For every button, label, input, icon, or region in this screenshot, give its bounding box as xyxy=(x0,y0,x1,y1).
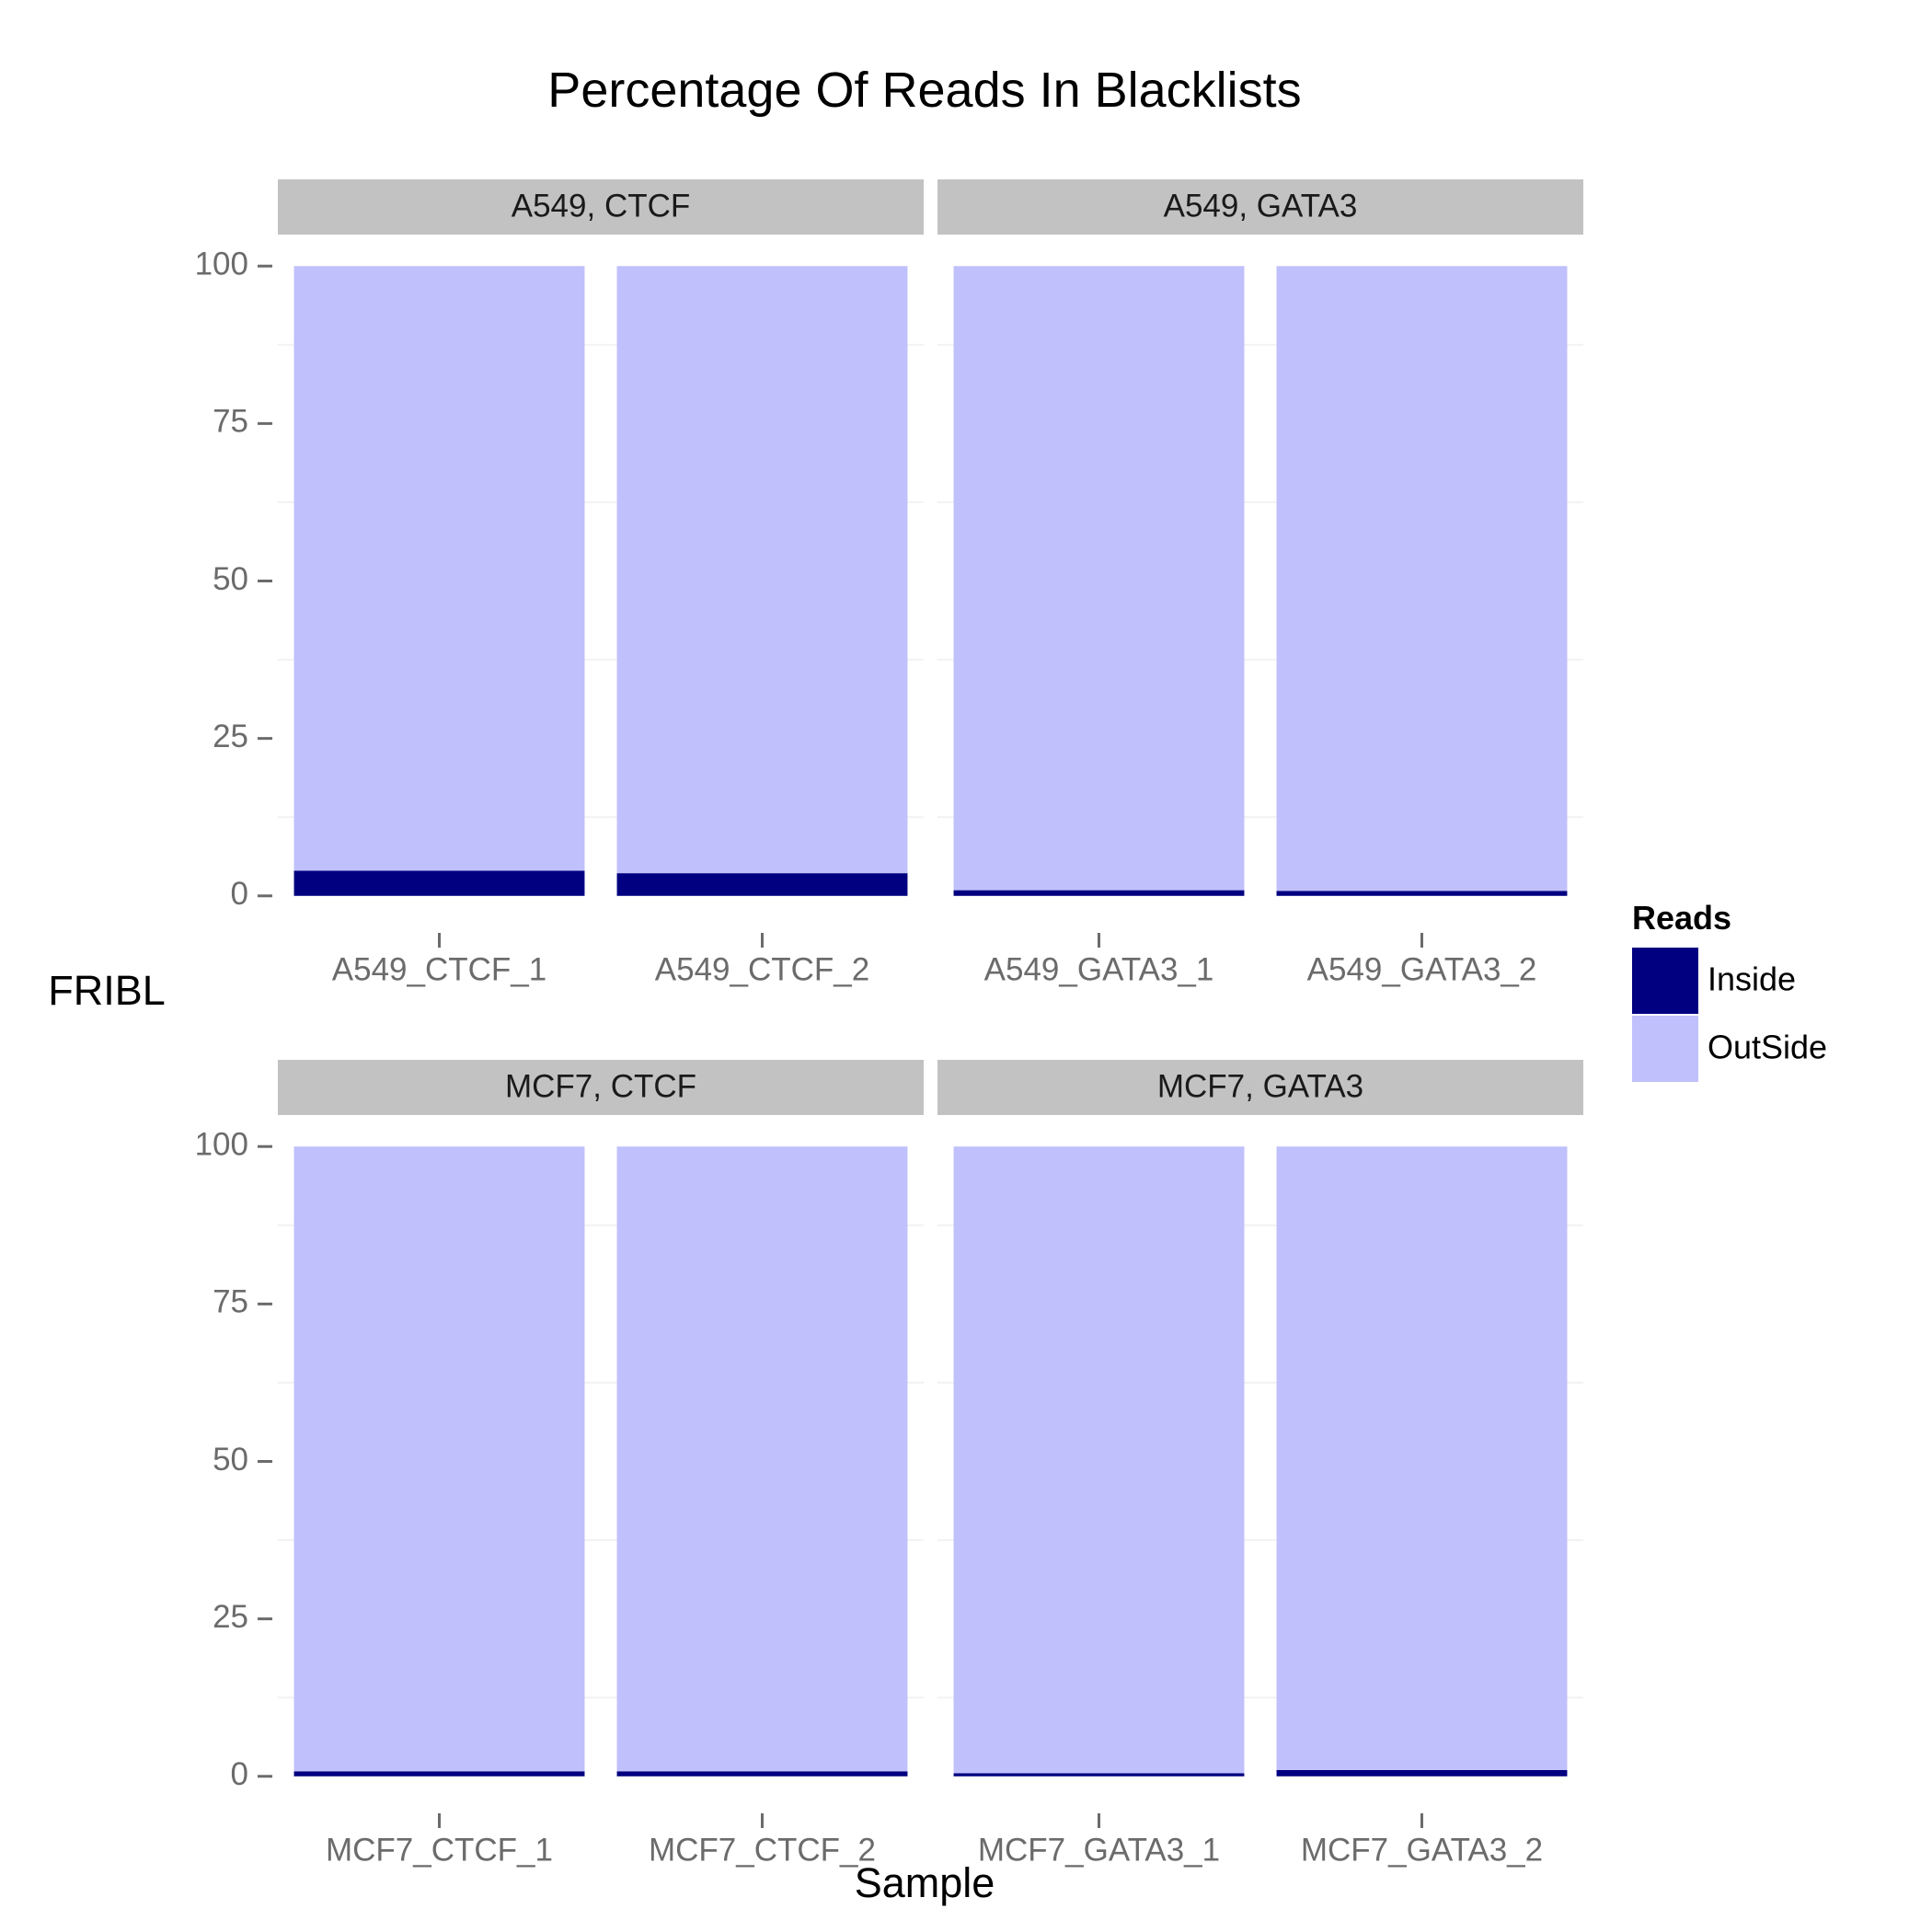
bar-a549-ctcf-1-inside xyxy=(293,870,585,896)
strip-label-a549-gata3: A549, GATA3 xyxy=(1164,188,1358,224)
strip-mcf7-gata3 xyxy=(937,1060,1583,1115)
y-tick-label: 50 xyxy=(213,1442,248,1478)
panel-a549-ctcf: A549, CTCF 0 25 50 75 100 A549_CTCF_1 A549_CTCF… xyxy=(195,179,924,987)
bar-mcf7-ctcf-1-inside xyxy=(293,1771,585,1777)
bar-a549-gata3-1-outside xyxy=(953,266,1245,891)
panel-mcf7-ctcf: MCF7, CTCF 0 25 50 75 100 MCF7_CTCF_1 MCF7_CTCF… xyxy=(195,1060,924,1868)
x-tick-label-a549-ctcf-1: A549_CTCF_1 xyxy=(332,951,546,987)
legend-label-inside: Inside xyxy=(1708,960,1796,998)
legend-key-outside xyxy=(1632,1016,1698,1082)
bar-mcf7-ctcf-2-inside xyxy=(616,1771,908,1777)
facet-panels: A549, CTCF 0 25 50 75 100 A549_CTCF_1 A549_CTCF… xyxy=(195,179,1583,1868)
y-tick-label: 100 xyxy=(195,246,248,282)
bar-mcf7-gata3-2-inside xyxy=(1276,1769,1568,1777)
y-tick-label: 50 xyxy=(213,561,248,597)
y-tick-label: 75 xyxy=(213,404,248,440)
legend-title: Reads xyxy=(1632,899,1731,937)
bar-a549-ctcf-2-outside xyxy=(616,266,908,874)
bar-a549-gata3-2-inside xyxy=(1276,891,1568,896)
y-tick-label: 75 xyxy=(213,1284,248,1320)
legend-key-inside xyxy=(1632,948,1698,1014)
bar-mcf7-ctcf-1-outside xyxy=(293,1146,585,1772)
bar-mcf7-ctcf-2-outside xyxy=(616,1146,908,1772)
x-tick-label-mcf7-gata3-1: MCF7_GATA3_1 xyxy=(978,1832,1220,1868)
strip-a549-gata3 xyxy=(937,179,1583,235)
bar-a549-ctcf-1-outside xyxy=(293,266,585,871)
chart-title: Percentage Of Reads In Blacklists xyxy=(547,63,1301,118)
bar-a549-gata3-1-inside xyxy=(953,890,1245,896)
panel-a549-gata3: A549, GATA3 A549_GATA3_1 A549_GATA3_2 xyxy=(937,179,1583,987)
y-tick-label: 25 xyxy=(213,719,248,754)
y-tick-label: 25 xyxy=(213,1599,248,1635)
panel-mcf7-gata3: MCF7, GATA3 MCF7_GATA3_1 MCF7_GATA3_2 xyxy=(937,1060,1583,1868)
bar-mcf7-gata3-1-inside xyxy=(953,1773,1245,1777)
strip-a549-ctcf xyxy=(278,179,924,235)
bar-a549-gata3-2-outside xyxy=(1276,266,1568,891)
bar-mcf7-gata3-2-outside xyxy=(1276,1146,1568,1770)
y-axis-title: FRIBL xyxy=(48,967,166,1014)
bar-mcf7-gata3-1-outside xyxy=(953,1146,1245,1774)
y-tick-label: 0 xyxy=(231,876,248,912)
x-tick-label-mcf7-ctcf-1: MCF7_CTCF_1 xyxy=(326,1832,553,1868)
legend: Reads Inside OutSide xyxy=(1632,899,1827,1082)
y-tick-label: 100 xyxy=(195,1126,248,1162)
x-tick-label-mcf7-gata3-2: MCF7_GATA3_2 xyxy=(1301,1832,1543,1868)
bar-a549-ctcf-2-inside xyxy=(616,873,908,896)
y-tick-label: 0 xyxy=(231,1756,248,1792)
x-tick-label-a549-gata3-1: A549_GATA3_1 xyxy=(984,951,1214,987)
strip-mcf7-ctcf xyxy=(278,1060,924,1115)
strip-label-mcf7-ctcf: MCF7, CTCF xyxy=(505,1068,696,1104)
legend-label-outside: OutSide xyxy=(1708,1029,1827,1066)
x-axis-title: Sample xyxy=(855,1859,995,1906)
x-tick-label-mcf7-ctcf-2: MCF7_CTCF_2 xyxy=(649,1832,876,1868)
strip-label-mcf7-gata3: MCF7, GATA3 xyxy=(1157,1068,1363,1104)
x-tick-label-a549-ctcf-2: A549_CTCF_2 xyxy=(655,951,869,987)
x-tick-label-a549-gata3-2: A549_GATA3_2 xyxy=(1307,951,1537,987)
strip-label-a549-ctcf: A549, CTCF xyxy=(512,188,691,224)
